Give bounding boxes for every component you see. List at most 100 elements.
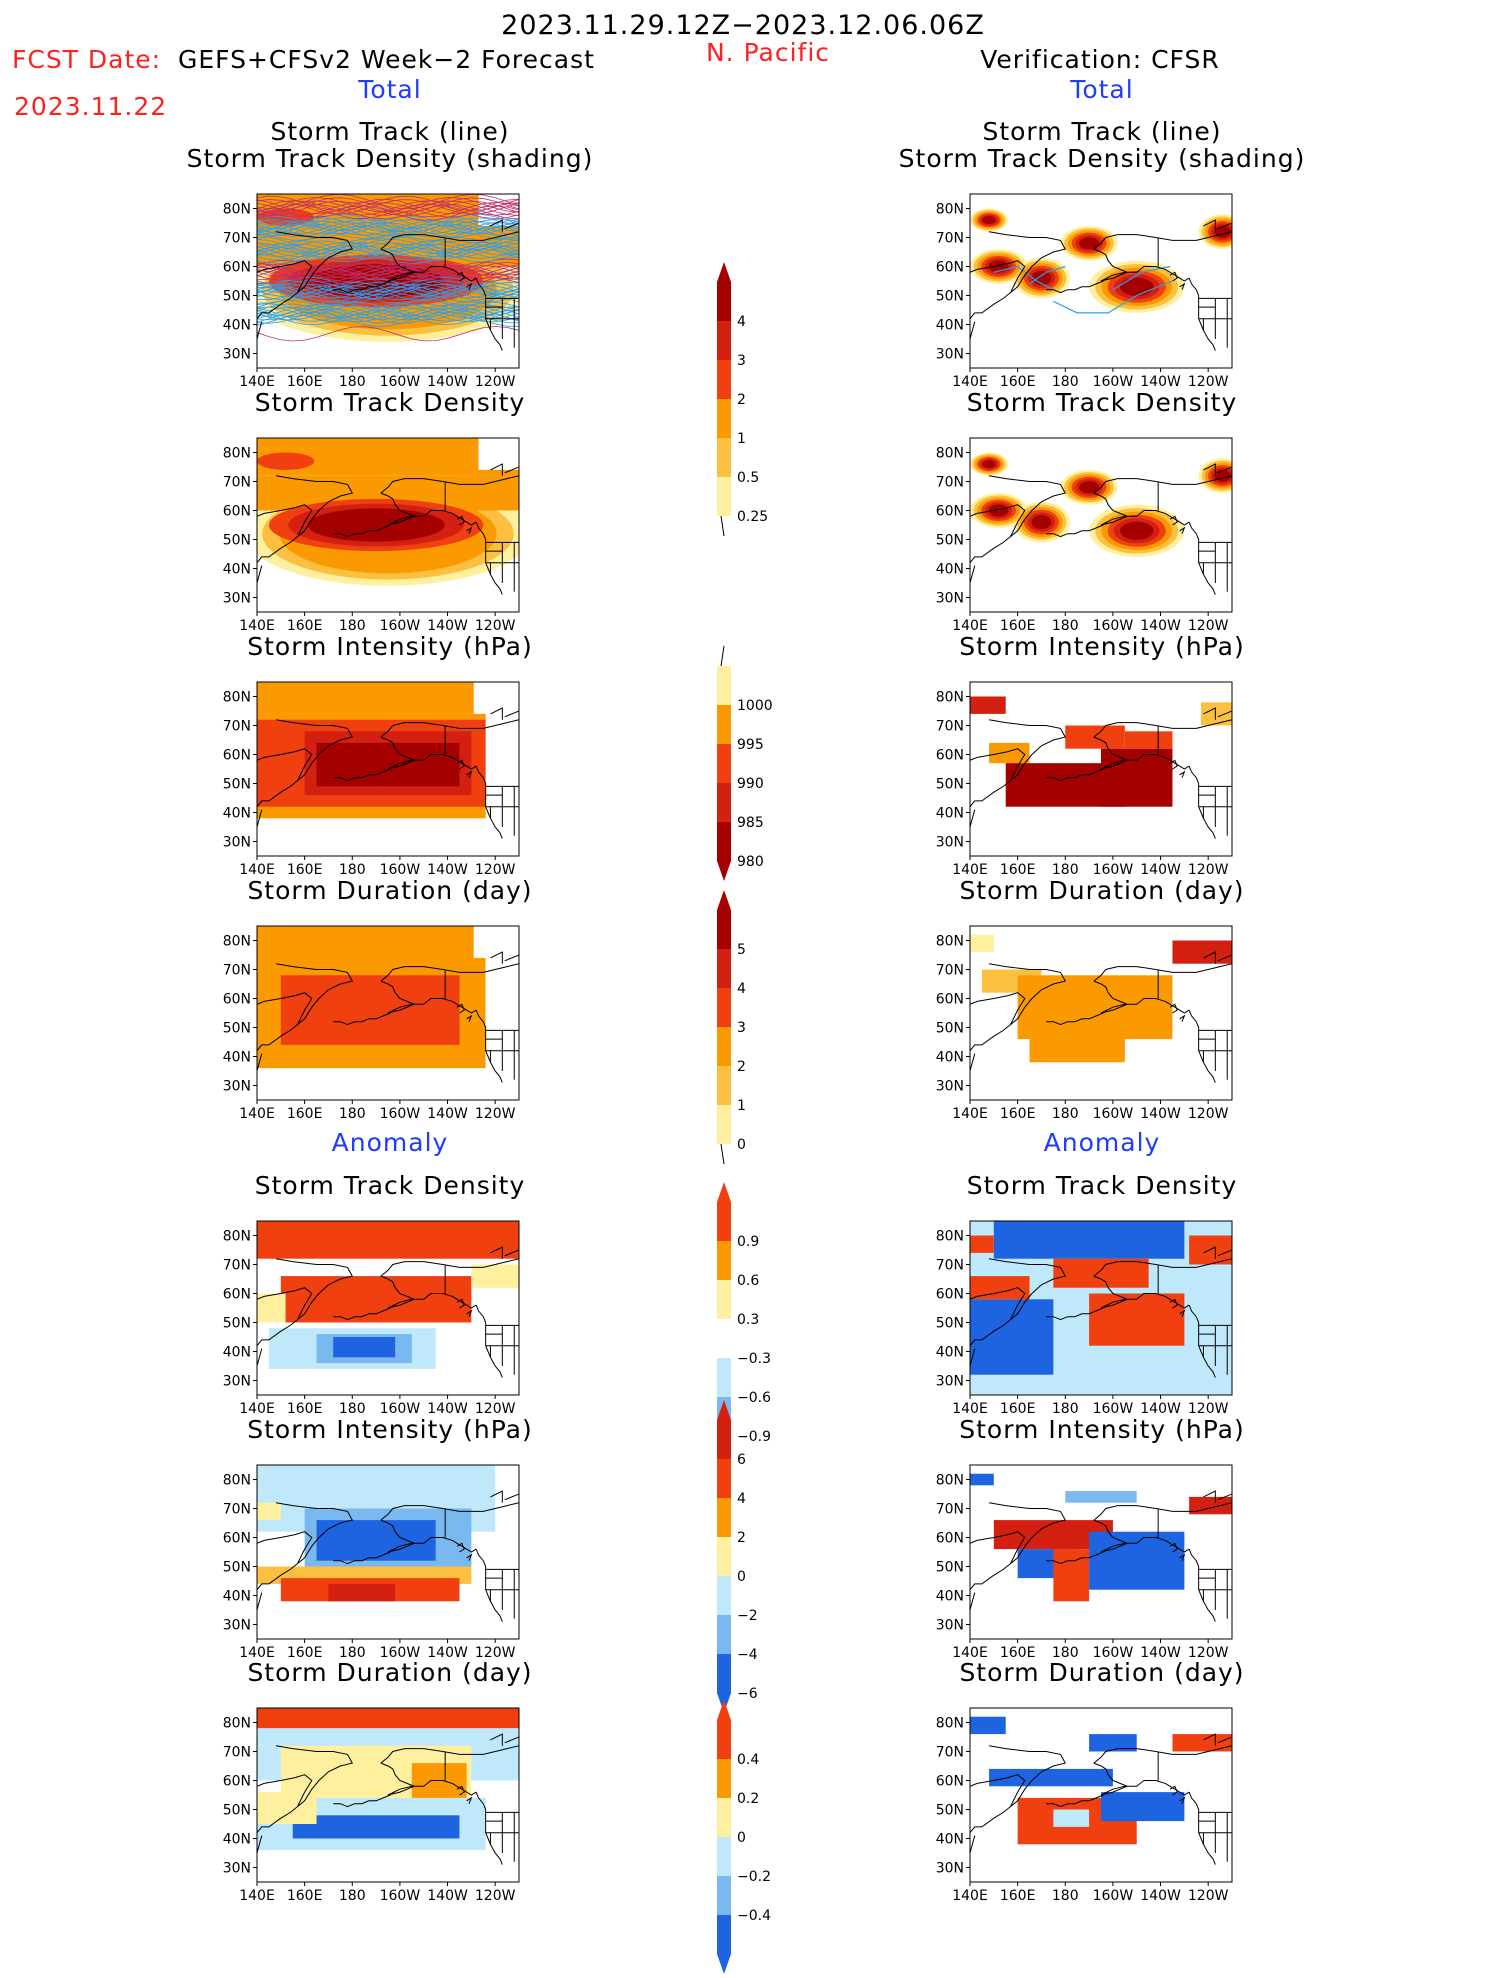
coastline <box>257 1024 298 1052</box>
storm-track-line <box>257 224 519 240</box>
lon-tick-label: 120W <box>1188 374 1229 390</box>
lon-tick-label: 160W <box>1093 1106 1134 1122</box>
storm-track-line <box>257 305 519 321</box>
colorbar-segment <box>717 1498 731 1537</box>
shading <box>970 194 1232 368</box>
coastline <box>456 515 465 526</box>
shade-cell <box>333 1337 396 1358</box>
colorbar-segment <box>717 1280 731 1319</box>
coastline <box>490 463 503 476</box>
coastline <box>1217 710 1232 723</box>
coastline <box>1217 1493 1232 1506</box>
coastline <box>1203 1733 1216 1746</box>
lon-tick-label: 140E <box>952 1401 988 1417</box>
coastline <box>490 951 503 964</box>
lat-tick-label: 50N <box>936 1803 964 1819</box>
coastline <box>970 475 1067 537</box>
coastline <box>466 770 473 778</box>
storm-track-line <box>257 243 519 259</box>
shade-blob <box>988 504 1009 517</box>
colorbar-label: 0 <box>737 1830 746 1846</box>
lat-tick-label: 50N <box>223 1316 251 1332</box>
lon-tick-label: 140W <box>427 1401 468 1417</box>
lat-tick-label: 30N <box>223 1374 251 1390</box>
coastline <box>380 719 519 738</box>
storm-track-line <box>257 304 519 320</box>
lon-tick-label: 140E <box>239 1888 275 1904</box>
coastline <box>1179 1796 1186 1804</box>
coastline <box>1169 1003 1178 1014</box>
coastline <box>1093 1745 1232 1764</box>
lon-tick-label: 140W <box>1140 1888 1181 1904</box>
lat-tick-label: 70N <box>936 1745 964 1761</box>
lon-tick-label: 120W <box>475 374 516 390</box>
lon-tick-label: 140W <box>427 618 468 634</box>
coastline <box>504 1249 519 1262</box>
coastline <box>490 1490 503 1503</box>
coastline <box>1046 524 1104 538</box>
lat-tick-label: 50N <box>936 1021 964 1037</box>
map-frame <box>969 437 1233 613</box>
lat-tick-label: 30N <box>936 835 964 851</box>
coastline <box>970 1053 976 1072</box>
shade-blob <box>1031 270 1052 286</box>
lat-tick-label: 40N <box>936 562 964 578</box>
coastline <box>475 277 503 351</box>
coastline <box>380 1258 519 1277</box>
colorbar-duration-anomaly-svg: 0.4 0.2 0 −0.2 −0.4 <box>717 1700 771 1974</box>
coastline <box>466 1309 473 1317</box>
lon-tick-label: 160W <box>1093 862 1134 878</box>
coastline <box>380 980 477 1014</box>
coastline <box>333 768 391 782</box>
lon-tick-label: 180 <box>1052 374 1079 390</box>
coastline <box>1217 466 1232 479</box>
storm-track-line <box>257 263 519 279</box>
storm-track-line <box>257 195 519 211</box>
colorbar-label: −0.4 <box>737 1908 771 1924</box>
colorbar-segment <box>717 1358 731 1397</box>
colorbar-segment <box>717 1576 731 1615</box>
lon-tick-label: 160E <box>1000 1401 1036 1417</box>
colorbar-segment <box>717 949 731 988</box>
coastline <box>380 231 519 250</box>
shade-cell <box>1201 702 1232 726</box>
panel-title-track-shading-left: Storm Track Density (shading) <box>186 144 594 173</box>
colorbar-segment <box>717 1837 731 1876</box>
colorbar-stem <box>720 645 725 667</box>
lat-tick-label: 40N <box>936 1589 964 1605</box>
lat-tick-label: 80N <box>936 446 964 462</box>
lon-tick-label: 160W <box>1093 1888 1134 1904</box>
colorbar-label: 0.2 <box>737 1791 759 1807</box>
colorbar-intensity-svg: 1000 995 990 985 980 <box>717 645 773 881</box>
coastline <box>456 759 465 770</box>
colorbar-label: −6 <box>737 1686 758 1702</box>
panel-title-intensity-left: Storm Intensity (hPa) <box>247 632 533 661</box>
coastline <box>257 565 263 584</box>
colorbar-track-density: 4 3 2 1 0.5 0.25 <box>715 262 795 540</box>
coastline <box>456 1003 465 1014</box>
lon-tick-label: 180 <box>339 862 366 878</box>
coastline <box>1188 1009 1216 1083</box>
storm-track-line <box>257 301 519 317</box>
map-duration-forecast: 80N 70N 60N 50N 40N 30N 140E 160E 180 160W 140W 120… <box>207 922 529 1130</box>
storm-track-line <box>257 265 519 281</box>
shade-blob <box>257 452 315 470</box>
lat-tick-label: 50N <box>936 289 964 305</box>
shade-cell <box>1053 1258 1149 1288</box>
colorbar-label: 4 <box>737 981 746 997</box>
colorbar-label: −0.3 <box>737 1351 771 1367</box>
lon-tick-label: 160E <box>1000 1645 1036 1661</box>
lon-tick-label: 140E <box>239 1645 275 1661</box>
panel-title-density-anom-right: Storm Track Density <box>966 1171 1238 1200</box>
shade-cell <box>970 1235 994 1253</box>
map-density-verification: 80N 70N 60N 50N 40N 30N 140E 160E 180 160W 140W 120… <box>920 434 1242 642</box>
coastline <box>1203 463 1216 476</box>
coastline <box>1093 492 1190 526</box>
coastline <box>1093 963 1232 982</box>
shade-blob <box>1031 514 1052 530</box>
coastline <box>1188 1791 1216 1865</box>
coastline <box>970 565 976 584</box>
lat-tick-label: 60N <box>223 1531 251 1547</box>
coastline <box>380 1762 477 1796</box>
shade-cell <box>970 934 994 953</box>
